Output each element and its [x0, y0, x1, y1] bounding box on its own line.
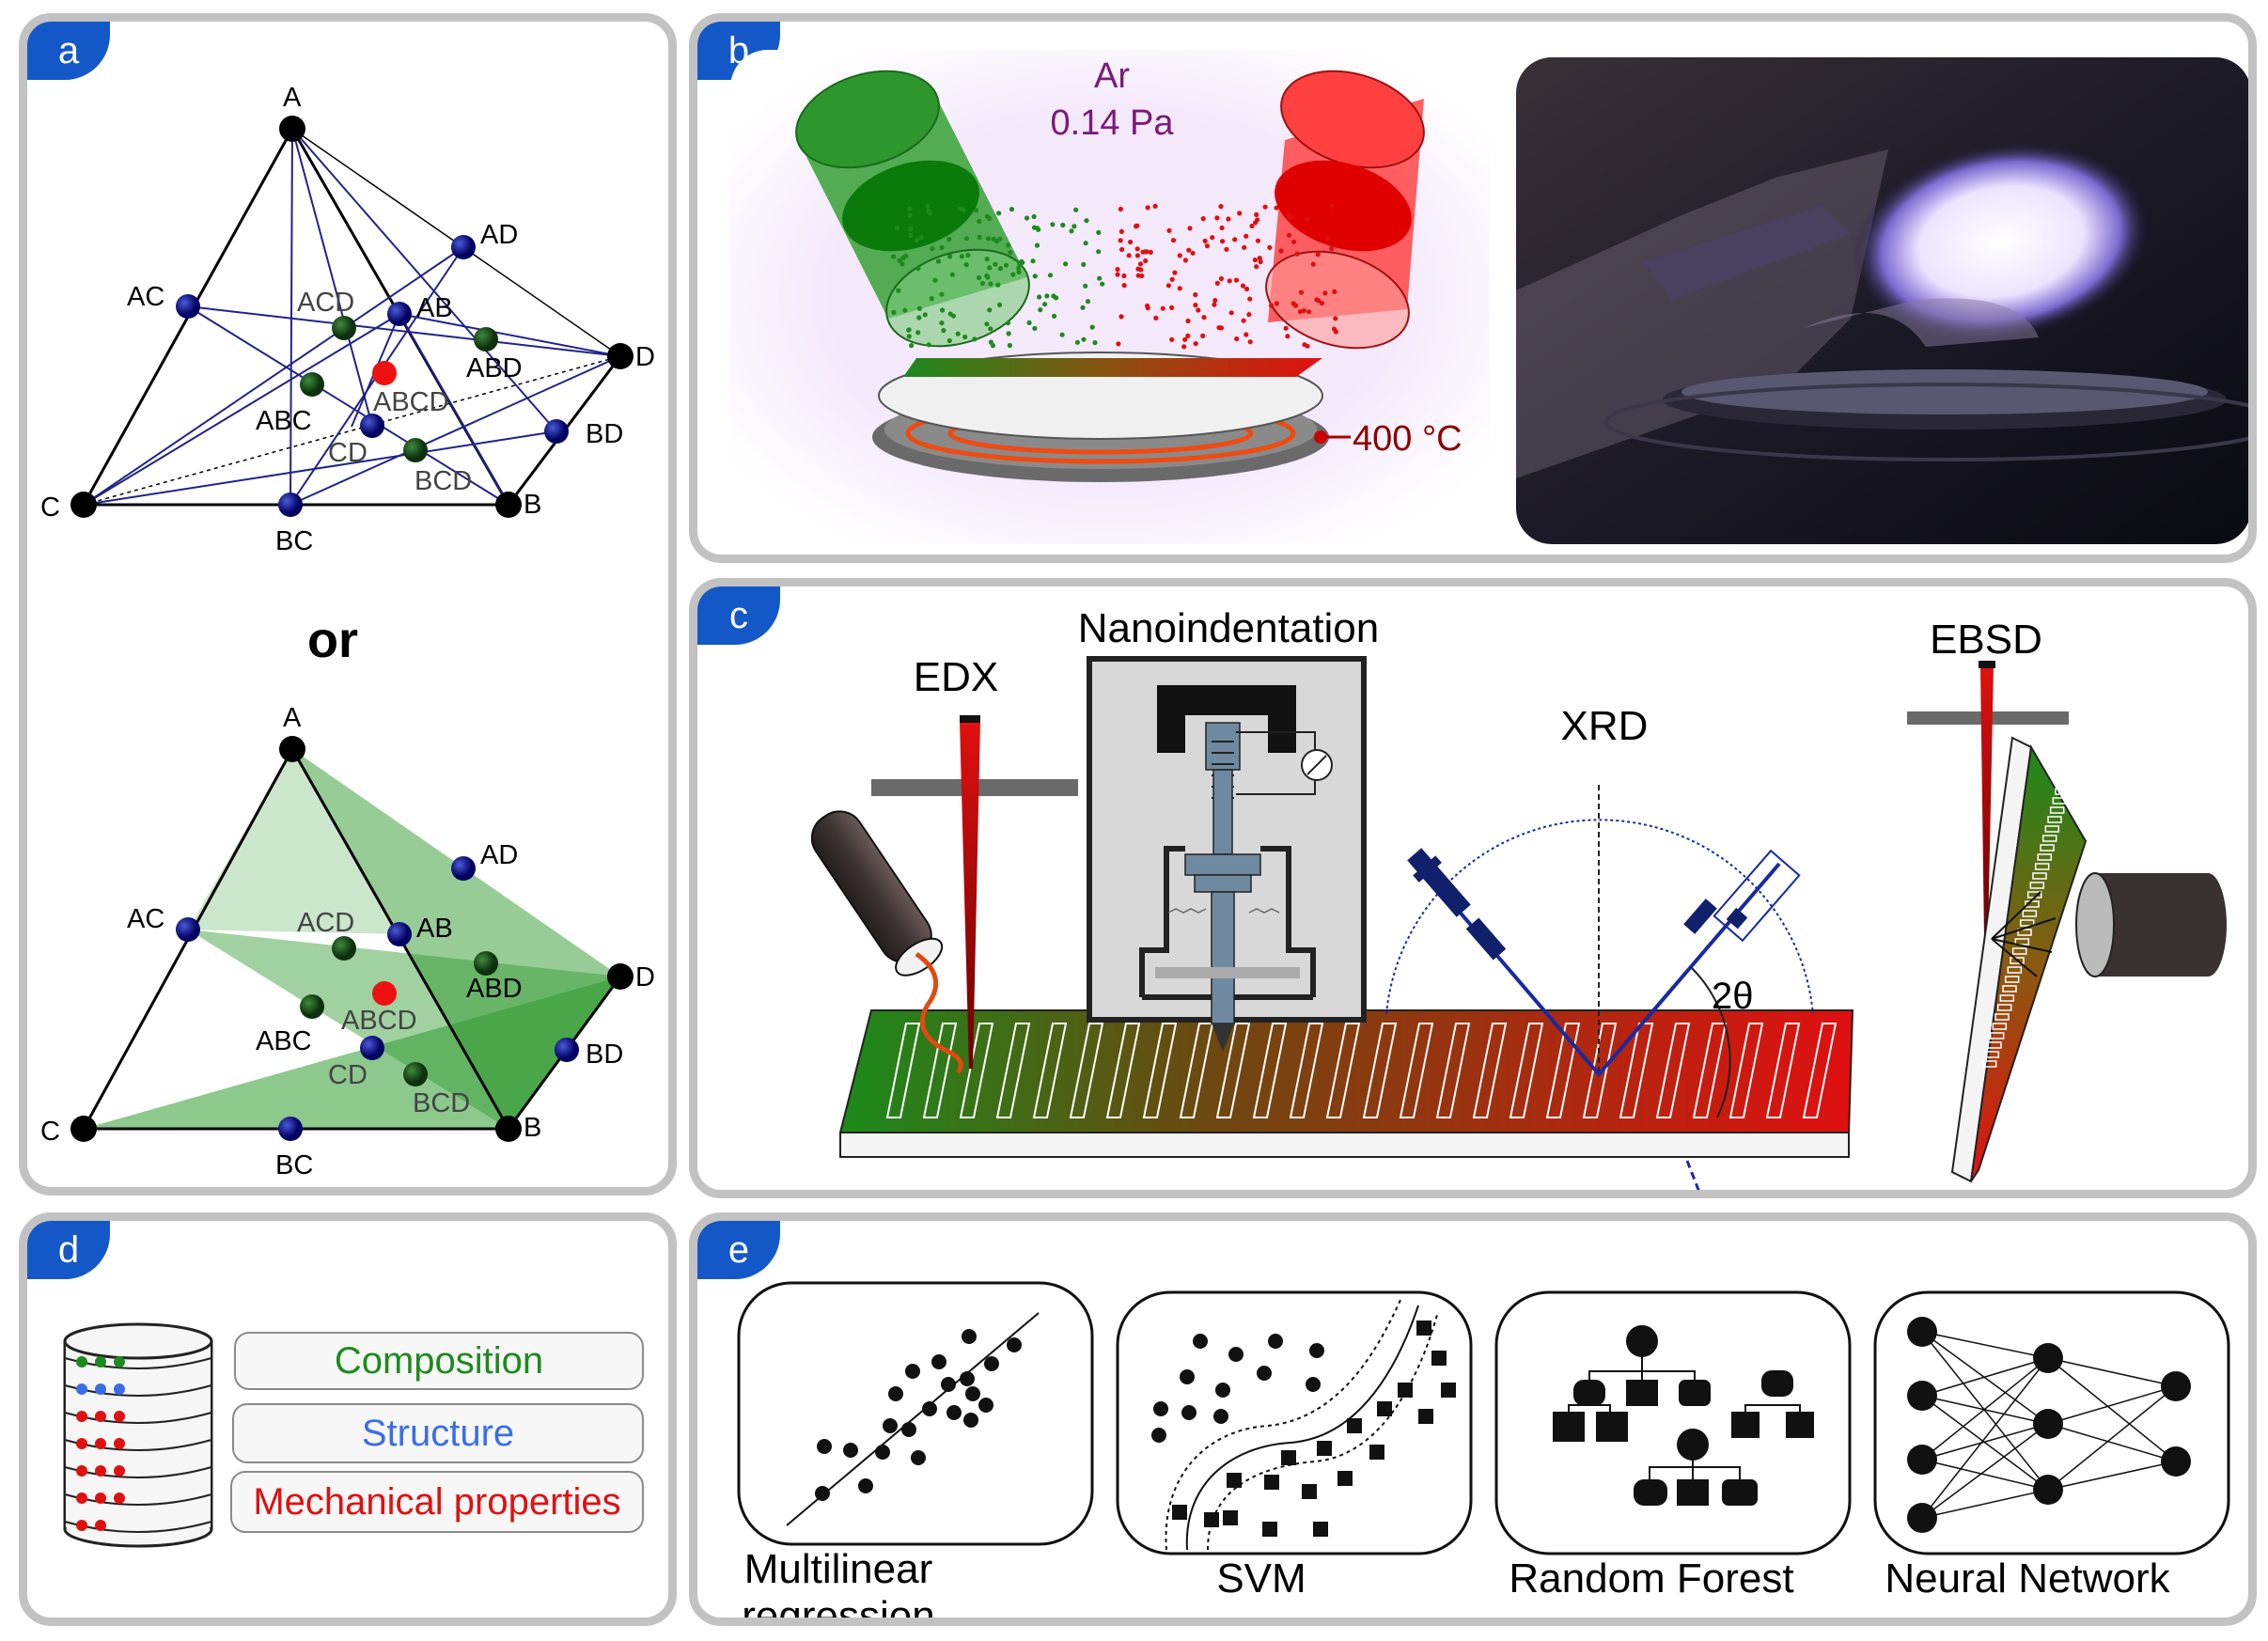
panel-e: e: [689, 1212, 2257, 1626]
sputter-deposition-diagram: Ar 0.14 Pa 400 °C: [730, 50, 2248, 544]
tetra-top-points: [70, 116, 633, 518]
point-ac-label-2: AC: [127, 904, 164, 934]
sample-strip: [838, 1009, 1854, 1158]
green-sputter-gun: [795, 70, 1030, 348]
or-text: or: [307, 612, 358, 668]
point-ab-label-2: AB: [416, 914, 453, 944]
point-bcd-label: BCD: [414, 466, 472, 496]
point-abcd-label-2: ABCD: [341, 1006, 417, 1036]
point-abd-label: ABD: [466, 353, 523, 383]
vertex-b-label: B: [524, 490, 541, 520]
point-abcd-label: ABCD: [373, 387, 449, 417]
mechanical-pill: Mechanical properties: [230, 1471, 644, 1533]
ebsd-setup: [1907, 661, 2227, 1183]
pressure-label: 0.14 Pa: [1051, 103, 1175, 143]
point-ad-label-2: AD: [480, 840, 518, 870]
panel-b: b: [689, 13, 2257, 563]
vertex-d-label: D: [635, 342, 655, 372]
vertex-a-label-2: A: [283, 703, 302, 733]
model-label-random-forest: Random Forest: [1509, 1555, 1794, 1602]
point-bc-label-2: BC: [275, 1150, 313, 1180]
point-abd-label-2: ABD: [466, 974, 523, 1004]
ml-model-icons: [737, 1281, 2230, 1555]
vertex-a-label: A: [283, 83, 302, 113]
svm-card: [1116, 1290, 1473, 1555]
nanoindentation-label: Nanoindentation: [1078, 605, 1379, 651]
point-cd-label: CD: [328, 438, 368, 468]
vertex-b-label-2: B: [524, 1113, 541, 1143]
point-cd-label-2: CD: [328, 1060, 368, 1090]
point-acd-label: ACD: [297, 288, 354, 318]
red-sputter-gun: [1265, 70, 1425, 350]
model-label-svm: SVM: [1216, 1555, 1306, 1602]
point-bcd-label-2: BCD: [413, 1088, 470, 1118]
plasma-photo: [1516, 57, 2248, 544]
tetrahedron-diagrams: A C B D AD AC AB ABD ABC BD BC ACD ABCD …: [40, 83, 655, 1180]
ebsd-label: EBSD: [1930, 617, 2042, 663]
vertex-d-label-2: D: [635, 962, 655, 992]
panel-d: d Composition Structure Mechanical prope…: [19, 1212, 677, 1626]
structure-text: Structure: [361, 1412, 515, 1454]
characterization-diagram: EDX Nanoindentation XRD EBSD 2θ: [810, 605, 2227, 1190]
model-label-regression: Multilinear regression: [742, 1546, 935, 1626]
svm-icon: [1151, 1297, 1456, 1551]
nanoindentation-setup: [1087, 656, 1367, 1052]
panel-c: c: [689, 578, 2257, 1198]
regression-card: [737, 1281, 1094, 1546]
random-forest-icon: [1553, 1325, 1814, 1506]
database-icon: [63, 1322, 213, 1548]
point-abc-label: ABC: [256, 406, 312, 436]
panel-a-label: a: [27, 22, 110, 80]
two-theta-label: 2θ: [1712, 976, 1754, 1017]
mechanical-text: Mechanical properties: [253, 1480, 621, 1523]
regression-icon: [786, 1312, 1040, 1526]
gas-label: Ar: [1094, 56, 1130, 96]
model-label-neural-network: Neural Network: [1885, 1555, 2170, 1602]
sputtered-particles: [891, 203, 1338, 350]
panel-d-label: d: [27, 1221, 110, 1279]
structure-pill: Structure: [232, 1403, 644, 1463]
edx-setup: [810, 715, 1078, 1074]
point-ab-label: AB: [416, 293, 453, 323]
composition-pill: Composition: [234, 1332, 644, 1390]
panel-a: a: [19, 13, 677, 1196]
vertex-c-label-2: C: [40, 1117, 60, 1147]
vertex-c-label: C: [40, 492, 60, 523]
xrd-setup: [1385, 785, 1814, 1190]
point-ac-label: AC: [127, 282, 164, 312]
neural-network-icon: [1907, 1317, 2191, 1533]
point-bd-label: BD: [586, 419, 623, 449]
point-bc-label: BC: [275, 526, 313, 556]
point-abc-label-2: ABC: [256, 1026, 312, 1056]
point-acd-label-2: ACD: [297, 908, 354, 938]
point-bd-label-2: BD: [586, 1039, 623, 1070]
point-ad-label: AD: [480, 220, 518, 250]
temperature-label: 400 °C: [1353, 419, 1462, 459]
forest-card: [1494, 1290, 1852, 1555]
edx-label: EDX: [914, 654, 998, 700]
xrd-label: XRD: [1561, 703, 1649, 749]
nn-card: [1873, 1290, 2230, 1555]
substrate-heater: [872, 352, 1351, 482]
composition-text: Composition: [334, 1339, 544, 1382]
tetra-bottom-points: [70, 736, 633, 1142]
